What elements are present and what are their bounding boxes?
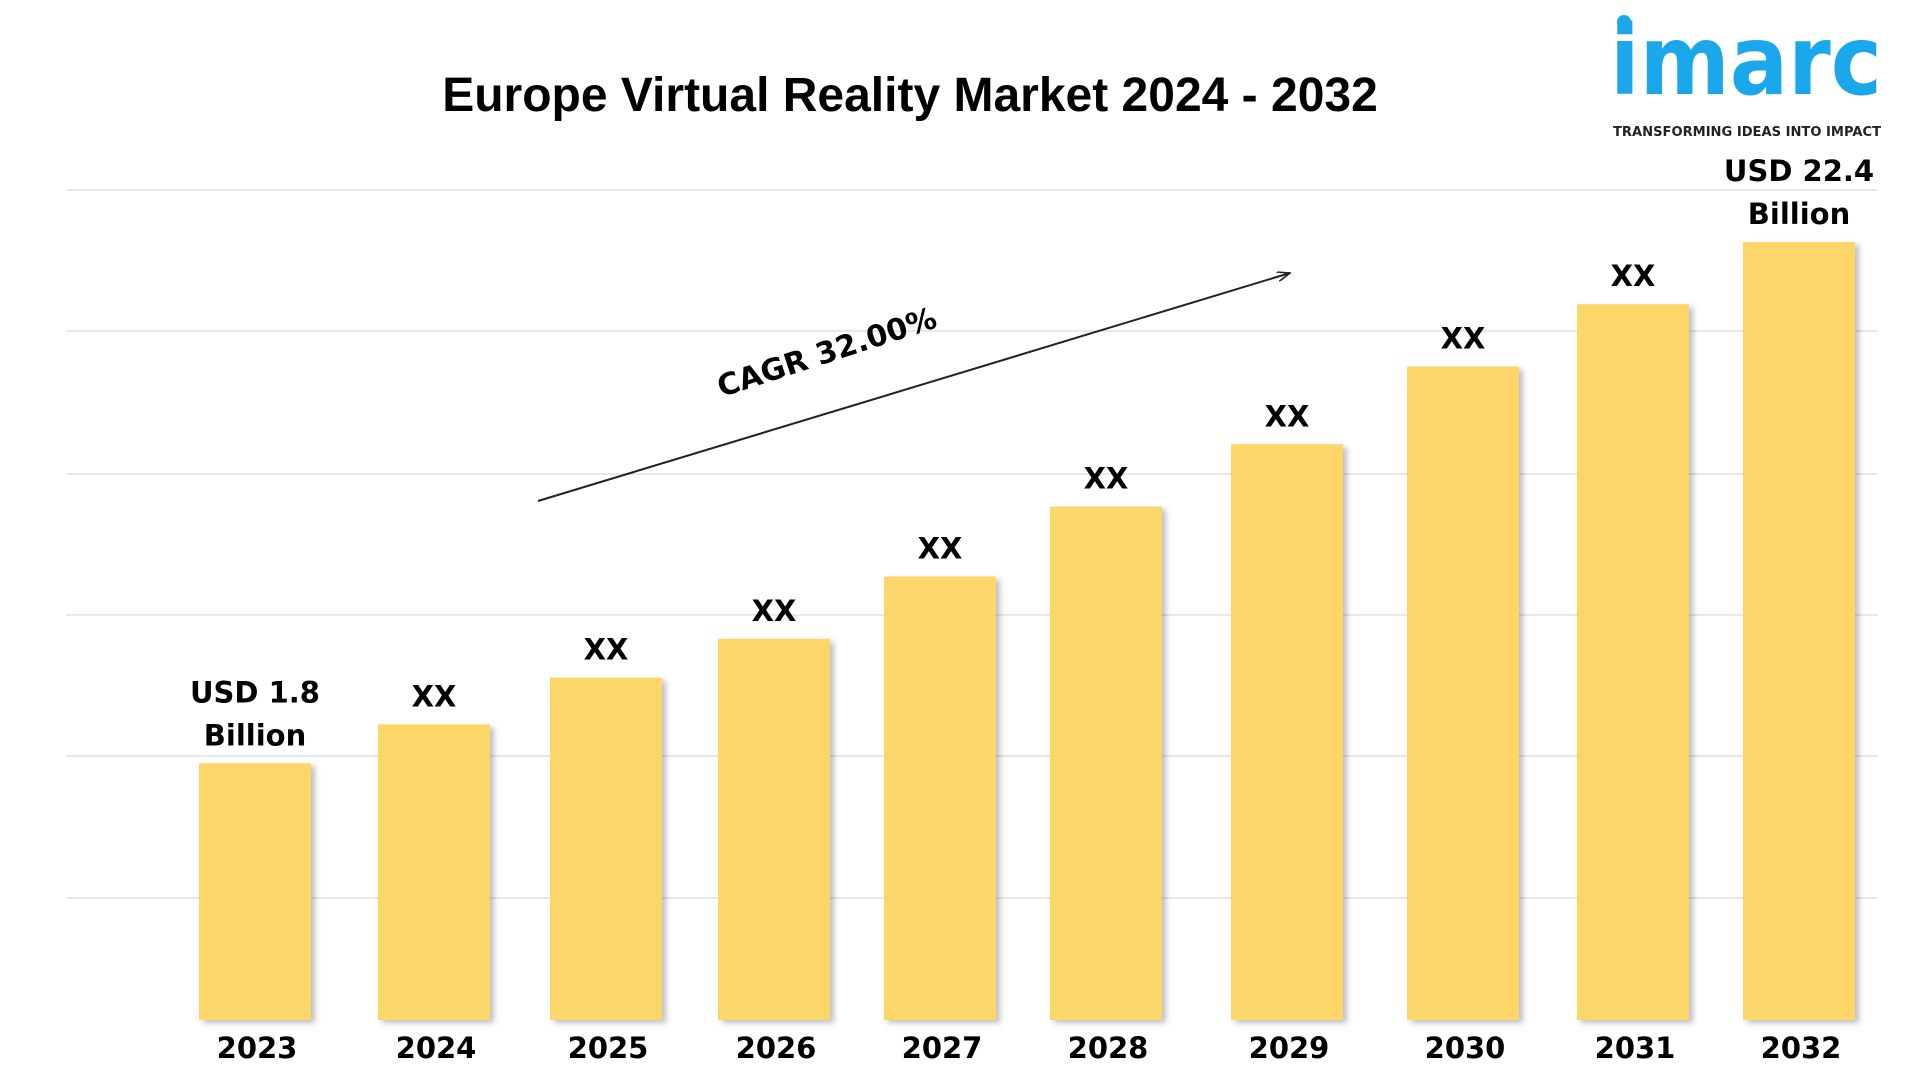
x-tick-label: 2032 <box>1761 1031 1842 1065</box>
data-label: XX <box>1611 259 1656 293</box>
x-tick-label: 2028 <box>1068 1031 1149 1065</box>
bar-2030 <box>1407 366 1519 1021</box>
data-label: USD 1.8 <box>190 675 320 709</box>
data-label: XX <box>1265 399 1310 433</box>
x-tick-label: 2025 <box>568 1031 649 1065</box>
x-tick-label: 2024 <box>396 1031 477 1065</box>
x-tick-label: 2031 <box>1595 1031 1676 1065</box>
imarc-logo: imarc TRANSFORMING IDEAS INTO IMPACT <box>1610 5 1882 140</box>
bar-2031 <box>1577 304 1689 1020</box>
chart-title: Europe Virtual Reality Market 2024 - 203… <box>442 69 1378 122</box>
data-label: XX <box>1441 321 1486 355</box>
data-label: XX <box>1084 462 1129 496</box>
cagr-arrow <box>537 273 1290 502</box>
bar-2028 <box>1050 506 1162 1020</box>
bar-2025 <box>550 677 662 1020</box>
bar-2024 <box>378 724 490 1020</box>
data-label: XX <box>918 532 963 566</box>
logo-tagline: TRANSFORMING IDEAS INTO IMPACT <box>1613 125 1881 140</box>
x-tick-label: 2026 <box>736 1031 817 1065</box>
data-label: Billion <box>204 718 306 752</box>
x-tick-label: 2030 <box>1425 1031 1506 1065</box>
data-label: XX <box>412 679 457 713</box>
data-label: XX <box>584 633 629 667</box>
x-tick-label: 2023 <box>217 1031 298 1065</box>
bar-2023 <box>199 763 311 1020</box>
bar-2027 <box>884 576 996 1020</box>
x-tick-label: 2027 <box>902 1031 983 1065</box>
bar-2032 <box>1743 242 1855 1020</box>
bar-2029 <box>1231 444 1343 1020</box>
data-label: Billion <box>1748 197 1850 231</box>
logo-brand: imarc <box>1610 5 1882 117</box>
bar-2026 <box>718 638 830 1020</box>
data-label: XX <box>752 594 797 628</box>
logo-dot-icon <box>1617 15 1631 29</box>
x-tick-label: 2029 <box>1249 1031 1330 1065</box>
data-label: USD 22.4 <box>1724 154 1874 188</box>
